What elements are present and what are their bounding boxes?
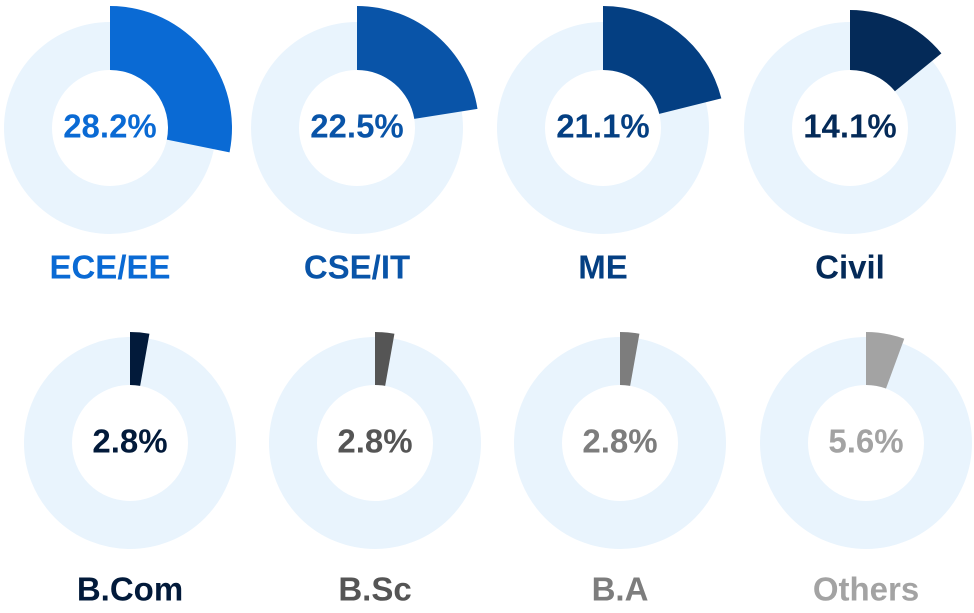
donut-hole bbox=[53, 71, 167, 185]
donut-segment bbox=[620, 332, 640, 386]
donut-hole bbox=[546, 71, 660, 185]
value-label: 5.6% bbox=[828, 423, 903, 460]
donut-segment bbox=[603, 6, 722, 114]
donut-hole bbox=[563, 386, 677, 500]
donut-segment bbox=[357, 6, 478, 119]
donut-hole bbox=[73, 386, 187, 500]
value-label: 2.8% bbox=[337, 423, 412, 460]
category-label: B.Sc bbox=[338, 571, 411, 608]
category-label: CSE/IT bbox=[304, 249, 410, 286]
category-label: B.Com bbox=[77, 571, 183, 608]
donut-segment bbox=[110, 6, 232, 153]
value-label: 22.5% bbox=[310, 108, 404, 145]
donut-segment bbox=[850, 10, 942, 92]
category-label: B.A bbox=[592, 571, 649, 608]
value-label: 14.1% bbox=[803, 108, 897, 145]
value-label: 21.1% bbox=[556, 108, 650, 145]
donut-hole bbox=[318, 386, 432, 500]
donut-segment bbox=[866, 332, 905, 389]
category-label: Civil bbox=[815, 249, 885, 286]
value-label: 28.2% bbox=[63, 108, 157, 145]
donut-hole bbox=[793, 71, 907, 185]
category-label: Others bbox=[813, 571, 919, 608]
category-label: ME bbox=[578, 249, 628, 286]
value-label: 2.8% bbox=[582, 423, 657, 460]
donut-hole bbox=[809, 386, 923, 500]
donut-segment bbox=[375, 332, 395, 386]
category-label: ECE/EE bbox=[49, 249, 170, 286]
donut-segment bbox=[130, 332, 150, 386]
value-label: 2.8% bbox=[92, 423, 167, 460]
donut-hole bbox=[300, 71, 414, 185]
